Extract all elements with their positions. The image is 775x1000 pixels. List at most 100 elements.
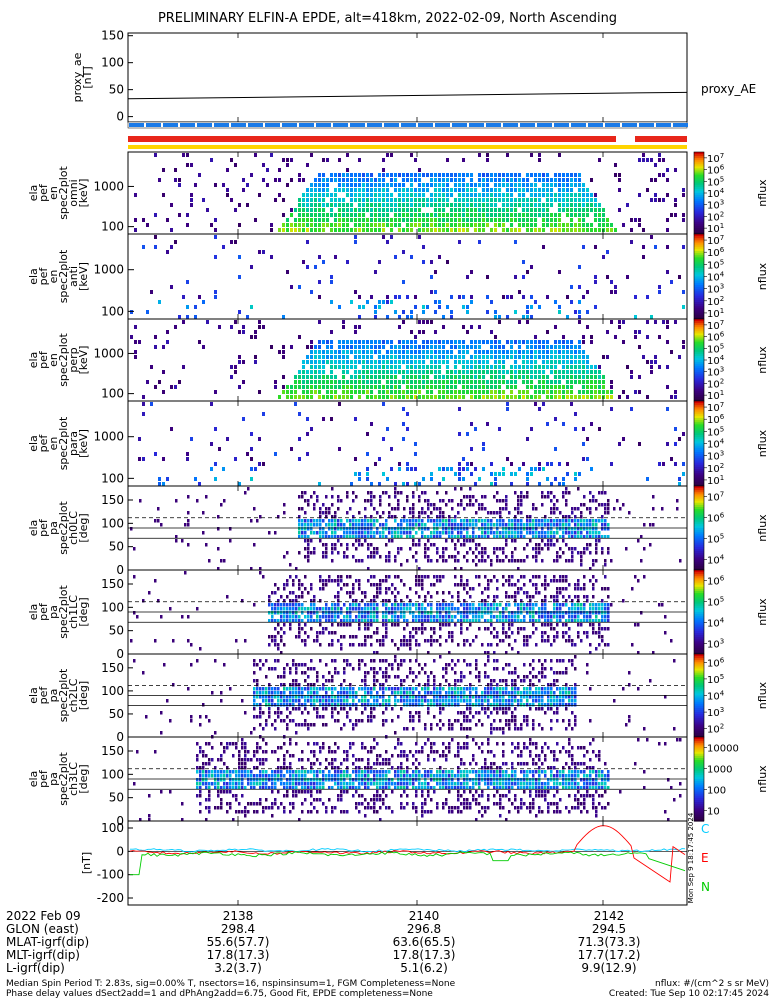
spectrogram-cell bbox=[498, 178, 501, 182]
spectrogram-cell bbox=[510, 355, 513, 359]
pitch-angle-cell bbox=[337, 603, 340, 607]
pitch-angle-cell bbox=[343, 523, 346, 527]
pitch-angle-cell bbox=[427, 603, 430, 607]
spectrogram-cell bbox=[550, 223, 553, 227]
pitch-angle-cell bbox=[331, 531, 334, 535]
spectrogram-cell bbox=[558, 370, 561, 374]
pitch-angle-cell bbox=[490, 579, 493, 583]
pitch-angle-cell bbox=[556, 623, 559, 627]
spectrogram-cell bbox=[534, 193, 537, 197]
spectrogram-cell bbox=[438, 255, 441, 259]
colorbar-segment-6 bbox=[694, 588, 704, 592]
spectrogram-cell bbox=[454, 183, 457, 187]
spectrogram-cell bbox=[478, 375, 481, 379]
spectrogram-cell bbox=[498, 340, 501, 344]
spectrogram-cell bbox=[406, 375, 409, 379]
pitch-angle-cell bbox=[433, 519, 436, 523]
spectrogram-cell bbox=[554, 390, 557, 394]
pitch-angle-cell bbox=[310, 603, 313, 607]
spectrogram-cell bbox=[466, 390, 469, 394]
spectrogram-cell bbox=[550, 228, 553, 232]
pitch-angle-cell bbox=[526, 643, 529, 647]
pitch-angle-cell bbox=[331, 607, 334, 611]
spectrogram-cell bbox=[190, 163, 193, 167]
pitch-angle-cell bbox=[313, 599, 316, 603]
spectrogram-cell bbox=[526, 370, 529, 374]
spectrogram-cell bbox=[506, 355, 509, 359]
pitch-angle-cell bbox=[460, 487, 463, 491]
spectrogram-cell bbox=[410, 467, 413, 471]
pitch-angle-cell bbox=[424, 611, 427, 615]
spectrogram-cell bbox=[350, 360, 353, 364]
pitch-angle-cell bbox=[475, 619, 478, 623]
spectrogram-cell bbox=[486, 173, 489, 177]
spectrogram-cell bbox=[358, 218, 361, 222]
spectrogram-cell bbox=[406, 390, 409, 394]
spectrogram-cell bbox=[546, 198, 549, 202]
pitch-angle-cell bbox=[589, 551, 592, 555]
spectrogram-cell bbox=[466, 467, 469, 471]
pitch-angle-cell bbox=[430, 603, 433, 607]
pitch-angle-cell bbox=[556, 615, 559, 619]
spectrogram-cell bbox=[386, 153, 389, 157]
pitch-angle-cell bbox=[379, 531, 382, 535]
pitch-angle-cell bbox=[562, 519, 565, 523]
pitch-angle-cell bbox=[367, 619, 370, 623]
spectrogram-cell bbox=[526, 477, 529, 481]
pitch-angle-cell bbox=[568, 611, 571, 615]
pitch-angle-cell bbox=[226, 595, 229, 599]
spectrogram-cell bbox=[498, 198, 501, 202]
spectrogram-cell bbox=[570, 385, 573, 389]
spectrogram-cell bbox=[418, 365, 421, 369]
spectrogram-cell bbox=[506, 178, 509, 182]
spectrogram-cell bbox=[650, 365, 653, 369]
spectrogram-cell bbox=[382, 188, 385, 192]
colorbar-tick-label: 102 bbox=[707, 210, 724, 223]
pitch-angle-cell bbox=[355, 547, 358, 551]
spectrogram-cell bbox=[394, 255, 397, 259]
pitch-angle-cell bbox=[604, 587, 607, 591]
spectrogram-cell bbox=[418, 198, 421, 202]
spectrogram-cell bbox=[406, 412, 409, 416]
pitch-angle-cell bbox=[160, 711, 163, 715]
pitch-angle-cell bbox=[562, 631, 565, 635]
spectrogram-cell bbox=[462, 213, 465, 217]
pitch-angle-cell bbox=[361, 535, 364, 539]
pitch-angle-cell bbox=[334, 511, 337, 515]
pitch-angle-cell bbox=[430, 531, 433, 535]
pitch-angle-cell bbox=[328, 519, 331, 523]
pitch-angle-cell bbox=[337, 499, 340, 503]
spectrogram-cell bbox=[310, 350, 313, 354]
pitch-angle-cell bbox=[472, 519, 475, 523]
spectrogram-cell bbox=[666, 365, 669, 369]
spectrogram-cell bbox=[418, 188, 421, 192]
pitch-angle-cell bbox=[181, 539, 184, 543]
spectrogram-cell bbox=[534, 173, 537, 177]
pitch-angle-cell bbox=[469, 611, 472, 615]
spectrogram-cell bbox=[638, 218, 641, 222]
pitch-angle-cell bbox=[544, 543, 547, 547]
spectrogram-cell bbox=[602, 385, 605, 389]
pitch-angle-cell bbox=[535, 575, 538, 579]
spectrogram-cell bbox=[278, 168, 281, 172]
pitch-angle-cell bbox=[550, 527, 553, 531]
colorbar-segment-3 bbox=[694, 388, 704, 392]
pitch-angle-cell bbox=[382, 635, 385, 639]
pitch-angle-cell bbox=[367, 579, 370, 583]
pitch-angle-cell bbox=[577, 615, 580, 619]
pitch-angle-cell bbox=[370, 543, 373, 547]
spectrogram-cell bbox=[442, 385, 445, 389]
spectrogram-cell bbox=[374, 350, 377, 354]
spectrogram-cell bbox=[326, 390, 329, 394]
pitch-angle-cell bbox=[313, 519, 316, 523]
spectrogram-cell bbox=[590, 228, 593, 232]
pitch-angle-cell bbox=[541, 639, 544, 643]
pitch-angle-cell bbox=[583, 523, 586, 527]
pitch-angle-cell bbox=[466, 519, 469, 523]
spectrogram-cell bbox=[342, 183, 345, 187]
colorbar-segment-4 bbox=[694, 466, 704, 470]
pitch-angle-cell bbox=[565, 587, 568, 591]
spectrogram-cell bbox=[574, 310, 577, 314]
spectrogram-cell bbox=[566, 315, 569, 319]
